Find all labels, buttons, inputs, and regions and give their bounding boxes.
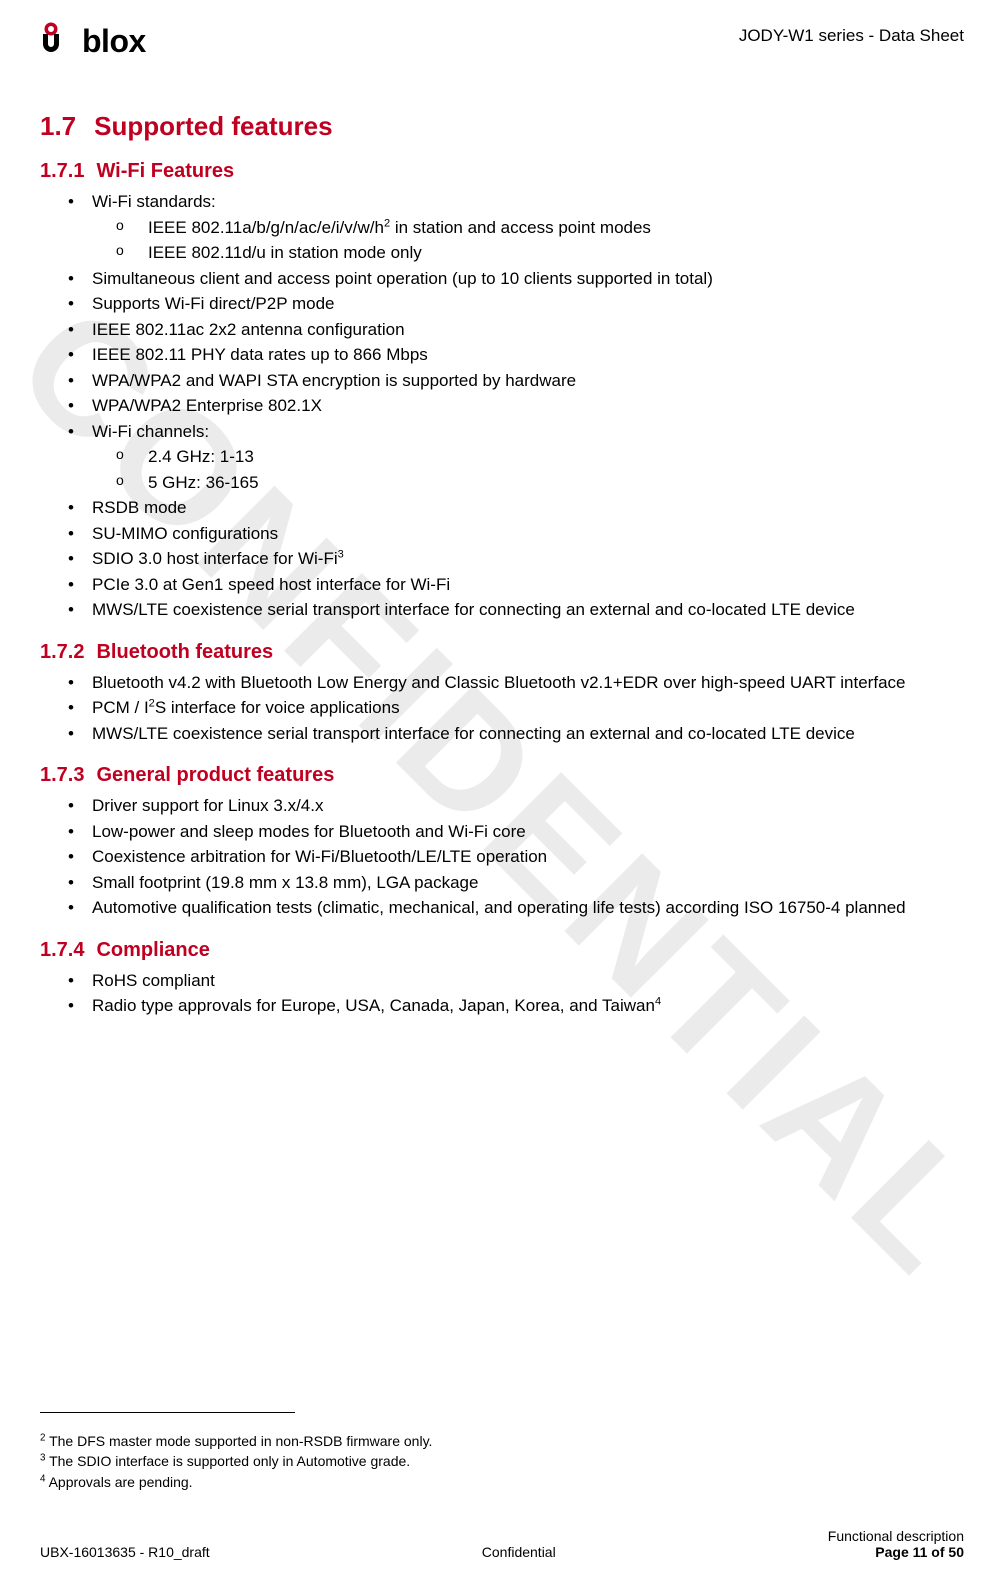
subsection-heading: 1.7.3 General product features [40, 764, 964, 787]
list-text: RoHS compliant [92, 971, 215, 990]
list-text: IEEE 802.11 PHY data rates up to 866 Mbp… [92, 345, 428, 364]
footnote: 2 The DFS master mode supported in non-R… [40, 1431, 940, 1451]
footnote-text: The DFS master mode supported in non-RSD… [45, 1433, 432, 1449]
subsection-heading: 1.7.2 Bluetooth features [40, 641, 964, 664]
list-item: 2.4 GHz: 1-13 [148, 444, 964, 470]
logo: blox [40, 20, 146, 61]
section-number: 1.7 [40, 111, 76, 141]
list-text: Bluetooth v4.2 with Bluetooth Low Energy… [92, 673, 905, 692]
sub-list: IEEE 802.11a/b/g/n/ac/e/i/v/w/h2 in stat… [92, 215, 964, 266]
footer-center: Confidential [482, 1544, 556, 1560]
list-item: RSDB mode [92, 495, 964, 521]
feature-list: Wi-Fi standards: IEEE 802.11a/b/g/n/ac/e… [40, 189, 964, 623]
list-item: IEEE 802.11 PHY data rates up to 866 Mbp… [92, 342, 964, 368]
list-text: RSDB mode [92, 498, 186, 517]
footnotes: 2 The DFS master mode supported in non-R… [40, 1412, 940, 1492]
list-text: IEEE 802.11d/u in station mode only [148, 243, 422, 262]
list-item: MWS/LTE coexistence serial transport int… [92, 721, 964, 747]
list-text: 5 GHz: 36-165 [148, 473, 259, 492]
list-item: Simultaneous client and access point ope… [92, 266, 964, 292]
list-item: SDIO 3.0 host interface for Wi-Fi3 [92, 546, 964, 572]
list-text: Automotive qualification tests (climatic… [92, 898, 906, 917]
list-text: 2.4 GHz: 1-13 [148, 447, 254, 466]
list-text: MWS/LTE coexistence serial transport int… [92, 724, 855, 743]
list-text: WPA/WPA2 Enterprise 802.1X [92, 396, 322, 415]
list-text: SDIO 3.0 host interface for Wi-Fi [92, 549, 338, 568]
list-text: IEEE 802.11a/b/g/n/ac/e/i/v/w/h [148, 218, 384, 237]
footnote-text: The SDIO interface is supported only in … [45, 1453, 410, 1469]
list-text: SU-MIMO configurations [92, 524, 278, 543]
list-text: Supports Wi-Fi direct/P2P mode [92, 294, 335, 313]
list-text: Radio type approvals for Europe, USA, Ca… [92, 996, 655, 1015]
list-text: in station and access point modes [390, 218, 651, 237]
footer-section-name: Functional description [828, 1528, 964, 1544]
subsection-number: 1.7.4 [40, 939, 84, 961]
list-item: WPA/WPA2 and WAPI STA encryption is supp… [92, 368, 964, 394]
list-text: Simultaneous client and access point ope… [92, 269, 713, 288]
footnote: 3 The SDIO interface is supported only i… [40, 1451, 940, 1471]
subsection-heading: 1.7.1 Wi-Fi Features [40, 160, 964, 183]
subsection-title: General product features [96, 764, 334, 786]
sub-list: 2.4 GHz: 1-13 5 GHz: 36-165 [92, 444, 964, 495]
list-item: Bluetooth v4.2 with Bluetooth Low Energy… [92, 670, 964, 696]
subsection-title: Wi-Fi Features [96, 160, 234, 182]
list-item: IEEE 802.11a/b/g/n/ac/e/i/v/w/h2 in stat… [148, 215, 964, 241]
subsection-title: Bluetooth features [96, 641, 273, 663]
list-text: IEEE 802.11ac 2x2 antenna configuration [92, 320, 405, 339]
list-text: Wi-Fi standards: [92, 192, 216, 211]
footnote-rule [40, 1412, 295, 1413]
page-header: blox JODY-W1 series - Data Sheet [40, 20, 964, 61]
list-item: RoHS compliant [92, 968, 964, 994]
list-text: S interface for voice applications [155, 698, 400, 717]
list-item: Driver support for Linux 3.x/4.x [92, 793, 964, 819]
logo-text: blox [82, 25, 146, 57]
list-item: Low-power and sleep modes for Bluetooth … [92, 819, 964, 845]
list-text: Low-power and sleep modes for Bluetooth … [92, 822, 526, 841]
feature-list: RoHS compliant Radio type approvals for … [40, 968, 964, 1019]
list-text: PCM / I [92, 698, 149, 717]
list-text: MWS/LTE coexistence serial transport int… [92, 600, 855, 619]
list-item: IEEE 802.11d/u in station mode only [148, 240, 964, 266]
list-item: 5 GHz: 36-165 [148, 470, 964, 496]
list-item: WPA/WPA2 Enterprise 802.1X [92, 393, 964, 419]
list-text: WPA/WPA2 and WAPI STA encryption is supp… [92, 371, 576, 390]
page-footer: UBX-16013635 - R10_draft Confidential Fu… [40, 1528, 964, 1560]
list-text: Small footprint (19.8 mm x 13.8 mm), LGA… [92, 873, 478, 892]
subsection-number: 1.7.3 [40, 764, 84, 786]
list-item: SU-MIMO configurations [92, 521, 964, 547]
list-item: Radio type approvals for Europe, USA, Ca… [92, 993, 964, 1019]
feature-list: Bluetooth v4.2 with Bluetooth Low Energy… [40, 670, 964, 747]
list-item: Coexistence arbitration for Wi-Fi/Blueto… [92, 844, 964, 870]
list-text: Coexistence arbitration for Wi-Fi/Blueto… [92, 847, 547, 866]
list-item: Wi-Fi standards: IEEE 802.11a/b/g/n/ac/e… [92, 189, 964, 266]
list-text: Wi-Fi channels: [92, 422, 209, 441]
section-heading: 1.7 Supported features [40, 111, 964, 142]
list-item: Automotive qualification tests (climatic… [92, 895, 964, 921]
footer-right: Functional description Page 11 of 50 [828, 1528, 964, 1560]
section-title: Supported features [94, 111, 332, 141]
footnote-text: Approvals are pending. [45, 1474, 192, 1490]
footnote-ref: 4 [655, 995, 661, 1007]
list-text: Driver support for Linux 3.x/4.x [92, 796, 323, 815]
list-item: IEEE 802.11ac 2x2 antenna configuration [92, 317, 964, 343]
list-text: PCIe 3.0 at Gen1 speed host interface fo… [92, 575, 450, 594]
footnote: 4 Approvals are pending. [40, 1472, 940, 1492]
list-item: Wi-Fi channels: 2.4 GHz: 1-13 5 GHz: 36-… [92, 419, 964, 496]
subsection-heading: 1.7.4 Compliance [40, 939, 964, 962]
logo-mark-icon [40, 20, 80, 61]
list-item: PCIe 3.0 at Gen1 speed host interface fo… [92, 572, 964, 598]
footnote-ref: 3 [338, 548, 344, 560]
list-item: Small footprint (19.8 mm x 13.8 mm), LGA… [92, 870, 964, 896]
subsection-number: 1.7.1 [40, 160, 84, 182]
footer-left: UBX-16013635 - R10_draft [40, 1544, 210, 1560]
list-item: MWS/LTE coexistence serial transport int… [92, 597, 964, 623]
page-number: Page 11 of 50 [828, 1544, 964, 1560]
list-item: PCM / I2S interface for voice applicatio… [92, 695, 964, 721]
feature-list: Driver support for Linux 3.x/4.x Low-pow… [40, 793, 964, 921]
subsection-title: Compliance [96, 939, 209, 961]
list-item: Supports Wi-Fi direct/P2P mode [92, 291, 964, 317]
doc-title: JODY-W1 series - Data Sheet [739, 20, 964, 46]
subsection-number: 1.7.2 [40, 641, 84, 663]
